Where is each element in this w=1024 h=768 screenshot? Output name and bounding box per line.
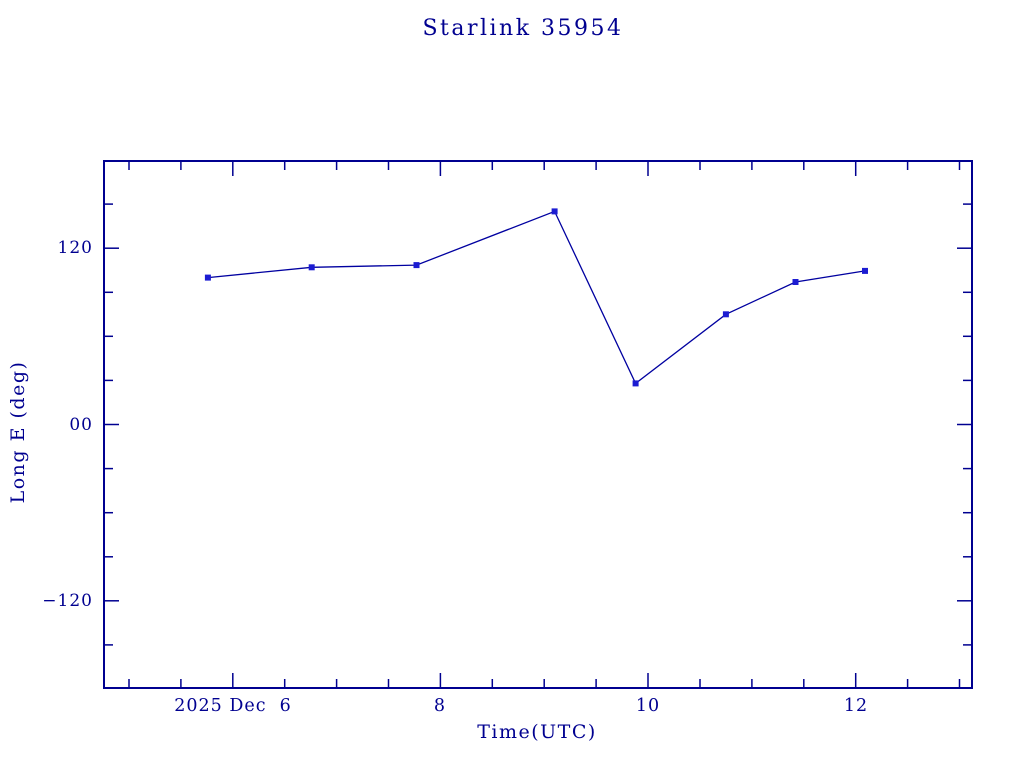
x-tick-label: 10 [635, 696, 661, 716]
x-tick-label: 8 [433, 696, 447, 716]
data-point-marker [792, 279, 799, 285]
plot-area [103, 160, 973, 689]
data-point-marker [308, 264, 315, 271]
plot-frame [103, 160, 973, 689]
data-point-marker [413, 262, 420, 269]
x-tick-label: 12 [843, 696, 869, 716]
chart-title: Starlink 35954 [422, 16, 624, 41]
x-axis-label: Time(UTC) [477, 721, 597, 743]
data-point-marker [551, 208, 558, 215]
data-point-marker [632, 380, 639, 387]
axis-ticks [105, 162, 971, 687]
data-point-marker [722, 311, 729, 318]
data-point-marker [862, 267, 868, 274]
data-point-marker [204, 274, 211, 281]
data-series-line [207, 210, 866, 385]
y-tick-label: 00 [69, 415, 93, 435]
x-tick-label: 2025 Dec 6 [174, 696, 292, 716]
y-tick-label: 120 [57, 238, 93, 258]
y-tick-label: −120 [42, 591, 93, 611]
line-chart [103, 160, 973, 689]
